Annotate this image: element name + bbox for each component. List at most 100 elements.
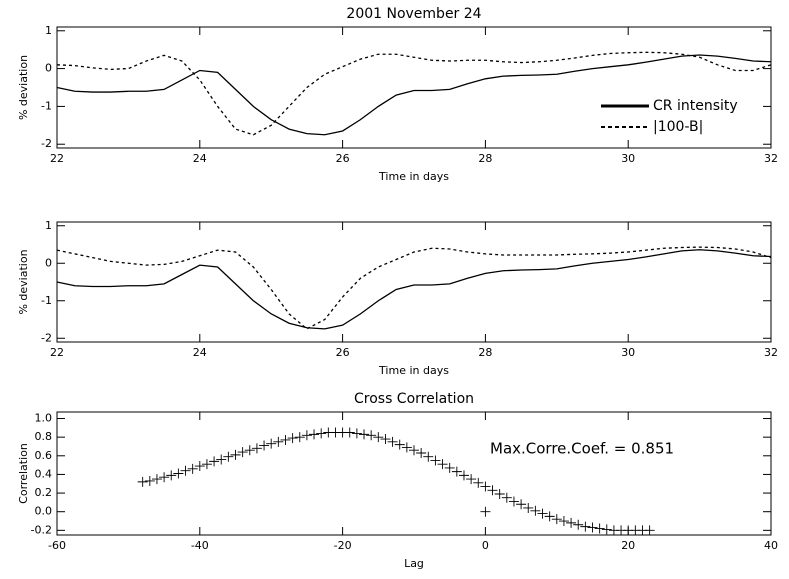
data-line (56, 246, 772, 330)
plus-marker (273, 436, 284, 447)
plus-marker (351, 428, 362, 439)
plus-marker (216, 454, 227, 465)
y-tick-label: 0.8 (35, 430, 53, 443)
x-axis-label: Time in days (378, 364, 449, 377)
plus-marker (480, 506, 491, 517)
y-tick-label: -0.2 (31, 523, 52, 536)
plus-marker (244, 445, 255, 456)
plus-marker (237, 447, 248, 458)
x-tick-label: 24 (193, 152, 207, 165)
x-tick-label: 22 (50, 346, 64, 359)
plus-marker (266, 438, 277, 449)
y-tick-label: 1.0 (35, 412, 53, 425)
x-tick-label: 28 (478, 152, 492, 165)
x-tick-label: -20 (334, 539, 352, 552)
plus-marker (294, 432, 305, 443)
x-tick-label: 32 (764, 152, 778, 165)
x-tick-label: 24 (193, 346, 207, 359)
x-tick-label: 0 (482, 539, 489, 552)
plus-marker (501, 492, 512, 503)
plot-frame (56, 411, 772, 536)
y-tick-label: -2 (41, 331, 52, 344)
plus-marker (466, 474, 477, 485)
y-tick-label: 0 (45, 256, 52, 269)
plus-marker (144, 475, 155, 486)
y-tick-label: 0.6 (35, 449, 53, 462)
y-axis-label: % deviation (17, 55, 30, 120)
plus-marker (387, 436, 398, 447)
plus-marker (201, 459, 212, 470)
plus-marker (359, 429, 370, 440)
x-tick-label: 28 (478, 346, 492, 359)
x-tick-label: 20 (621, 539, 635, 552)
plus-marker (259, 440, 270, 451)
plus-marker (573, 519, 584, 530)
plus-marker (166, 470, 177, 481)
plus-marker (209, 456, 220, 467)
x-tick-label: 30 (621, 346, 635, 359)
plus-marker (523, 502, 534, 513)
plus-marker (551, 514, 562, 525)
plus-marker (173, 468, 184, 479)
plus-marker (644, 525, 655, 536)
plus-marker (566, 517, 577, 528)
plus-marker (366, 430, 377, 441)
y-tick-label: 0.4 (35, 467, 53, 480)
x-tick-label: 26 (336, 152, 350, 165)
y-tick-label: 1 (45, 24, 52, 37)
plus-marker (251, 443, 262, 454)
plus-marker (309, 429, 320, 440)
plus-marker (444, 462, 455, 473)
y-tick-label: 0.2 (35, 486, 53, 499)
plus-marker (458, 470, 469, 481)
plus-marker (601, 524, 612, 535)
y-tick-label: 0 (45, 62, 52, 75)
data-line (56, 249, 772, 330)
plus-marker (508, 496, 519, 507)
plus-marker (159, 472, 170, 483)
plus-marker (194, 461, 205, 472)
legend-label: CR intensity (653, 98, 738, 114)
y-tick-label: -2 (41, 137, 52, 150)
plus-marker (416, 448, 427, 458)
plus-marker (137, 476, 148, 487)
plus-marker (487, 485, 498, 496)
plus-marker (394, 439, 405, 450)
y-tick-label: -1 (41, 294, 52, 307)
plus-marker (223, 451, 234, 462)
plus-marker (401, 442, 412, 453)
x-tick-label: 22 (50, 152, 64, 165)
plus-marker (451, 466, 462, 477)
plus-marker (544, 511, 555, 522)
plus-marker (437, 459, 448, 470)
x-tick-label: 32 (764, 346, 778, 359)
plus-marker (409, 445, 419, 456)
x-tick-label: -40 (191, 539, 209, 552)
x-tick-label: 30 (621, 152, 635, 165)
plus-marker (151, 474, 162, 485)
x-tick-label: 26 (336, 346, 350, 359)
y-tick-label: 0.0 (35, 505, 53, 518)
plus-marker (494, 489, 505, 499)
y-axis-label: Correlation (17, 443, 30, 504)
data-line (56, 51, 772, 136)
chart-title: 2001 November 24 (346, 6, 481, 22)
plus-marker (516, 499, 527, 510)
plus-marker (530, 505, 541, 516)
plus-marker (480, 481, 491, 492)
plus-marker (423, 451, 434, 462)
data-line (56, 54, 772, 136)
plus-marker (301, 430, 312, 441)
plus-marker (430, 455, 441, 466)
y-tick-label: 1 (45, 219, 52, 232)
plus-marker (558, 516, 569, 527)
plus-marker (373, 432, 384, 443)
x-axis-label: Lag (404, 557, 424, 570)
plot-frame (56, 221, 772, 343)
plus-marker (316, 428, 327, 439)
plus-marker (230, 449, 241, 460)
x-axis-label: Time in days (378, 170, 449, 183)
annotation: Max.Corre.Coef. = 0.851 (490, 440, 674, 458)
